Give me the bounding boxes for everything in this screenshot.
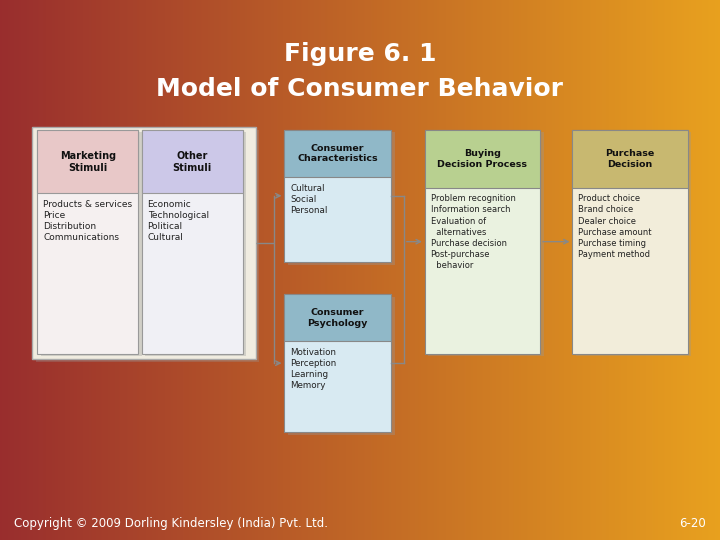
Text: 6-20: 6-20 — [679, 517, 706, 530]
FancyBboxPatch shape — [572, 130, 688, 188]
FancyBboxPatch shape — [425, 130, 540, 354]
FancyBboxPatch shape — [288, 132, 395, 265]
Text: Buying
Decision Process: Buying Decision Process — [438, 149, 527, 168]
FancyBboxPatch shape — [576, 132, 691, 356]
FancyBboxPatch shape — [572, 130, 688, 354]
FancyBboxPatch shape — [142, 130, 243, 354]
FancyBboxPatch shape — [37, 130, 138, 193]
Text: Consumer
Characteristics: Consumer Characteristics — [297, 144, 378, 163]
FancyBboxPatch shape — [36, 130, 259, 362]
FancyBboxPatch shape — [32, 127, 256, 359]
FancyBboxPatch shape — [428, 132, 544, 356]
Text: Cultural
Social
Personal: Cultural Social Personal — [290, 184, 328, 215]
FancyBboxPatch shape — [284, 130, 391, 177]
Text: Marketing
Stimuli: Marketing Stimuli — [60, 151, 116, 173]
Text: Economic
Technological
Political
Cultural: Economic Technological Political Cultura… — [148, 200, 209, 242]
Text: Consumer
Psychology: Consumer Psychology — [307, 308, 368, 328]
FancyBboxPatch shape — [284, 130, 391, 262]
Text: Motivation
Perception
Learning
Memory: Motivation Perception Learning Memory — [290, 348, 336, 390]
Text: Model of Consumer Behavior: Model of Consumer Behavior — [156, 77, 564, 101]
FancyBboxPatch shape — [425, 130, 540, 188]
Text: Purchase
Decision: Purchase Decision — [606, 149, 654, 168]
FancyBboxPatch shape — [284, 294, 391, 341]
Text: Copyright © 2009 Dorling Kindersley (India) Pvt. Ltd.: Copyright © 2009 Dorling Kindersley (Ind… — [14, 517, 328, 530]
Text: Figure 6. 1: Figure 6. 1 — [284, 42, 436, 66]
Text: Products & services
Price
Distribution
Communications: Products & services Price Distribution C… — [43, 200, 132, 242]
Text: Other
Stimuli: Other Stimuli — [173, 151, 212, 173]
FancyBboxPatch shape — [41, 132, 142, 356]
FancyBboxPatch shape — [142, 130, 243, 193]
FancyBboxPatch shape — [145, 132, 246, 356]
FancyBboxPatch shape — [284, 294, 391, 432]
Text: Product choice
Brand choice
Dealer choice
Purchase amount
Purchase timing
Paymen: Product choice Brand choice Dealer choic… — [578, 194, 652, 259]
FancyBboxPatch shape — [37, 130, 138, 354]
Text: Problem recognition
Information search
Evaluation of
  alternatives
Purchase dec: Problem recognition Information search E… — [431, 194, 516, 270]
FancyBboxPatch shape — [288, 297, 395, 435]
